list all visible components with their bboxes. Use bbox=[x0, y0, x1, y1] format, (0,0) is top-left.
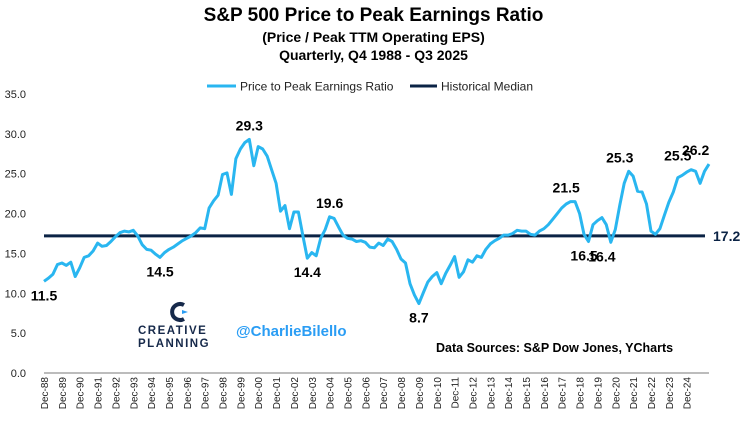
x-tick-label: Dec-19 bbox=[593, 377, 604, 410]
chart-title: S&P 500 Price to Peak Earnings Ratio bbox=[203, 5, 544, 26]
data-labels: 11.5 14.5 29.3 14.4 19.6 8.7 21.5 16.516.4 25.3 2… bbox=[31, 117, 741, 325]
x-tick-label: Dec-11 bbox=[451, 377, 462, 409]
x-tick-label: Dec-04 bbox=[326, 377, 337, 410]
y-tick-label: 20.0 bbox=[5, 209, 26, 221]
data-label: 25.3 bbox=[606, 149, 633, 165]
x-tick-label: Dec-07 bbox=[379, 377, 390, 410]
x-tick-label: Dec-10 bbox=[433, 377, 444, 410]
author-handle: @CharlieBilello bbox=[236, 323, 347, 340]
ratio-line bbox=[43, 137, 711, 306]
x-tick-label: Dec-91 bbox=[94, 377, 105, 410]
data-label: 26.2 bbox=[682, 142, 709, 158]
x-tick-label: Dec-14 bbox=[504, 377, 515, 410]
data-label: 17.2 bbox=[713, 228, 740, 244]
data-label: 14.4 bbox=[294, 264, 321, 280]
x-tick-label: Dec-98 bbox=[219, 377, 230, 410]
creative-planning-logo-icon bbox=[170, 302, 188, 322]
chart-subtitle-2: Quarterly, Q4 1988 - Q3 2025 bbox=[279, 47, 468, 63]
x-tick-label: Dec-06 bbox=[361, 377, 372, 410]
legend-label-ratio: Price to Peak Earnings Ratio bbox=[240, 80, 394, 94]
x-tick-label: Dec-01 bbox=[272, 377, 283, 410]
x-tick-label: Dec-99 bbox=[236, 377, 247, 410]
x-tick-label: Dec-05 bbox=[343, 377, 354, 410]
x-tick-label: Dec-24 bbox=[683, 377, 694, 410]
data-label: 19.6 bbox=[316, 195, 343, 211]
legend-label-median: Historical Median bbox=[441, 80, 533, 94]
brand-name-line-2: PLANNING bbox=[138, 338, 211, 350]
x-tick-label: Dec-08 bbox=[397, 377, 408, 410]
x-tick-label: Dec-95 bbox=[165, 377, 176, 410]
x-tick-label: Dec-92 bbox=[111, 377, 122, 410]
x-tick-label: Dec-94 bbox=[147, 377, 158, 410]
data-label: 11.5 bbox=[31, 287, 58, 303]
x-tick-label: Dec-09 bbox=[415, 377, 426, 410]
data-label: 14.5 bbox=[146, 263, 173, 279]
y-tick-label: 25.0 bbox=[5, 169, 26, 181]
data-label: 16.4 bbox=[588, 248, 615, 264]
x-tick-label: Dec-21 bbox=[629, 377, 640, 410]
data-label: 16.5 bbox=[570, 247, 597, 263]
chart-subtitle-1: (Price / Peak TTM Operating EPS) bbox=[262, 29, 485, 45]
series-layer bbox=[43, 137, 711, 306]
x-tick-label: Dec-18 bbox=[576, 377, 587, 410]
y-tick-label: 30.0 bbox=[5, 129, 26, 141]
x-tick-label: Dec-22 bbox=[647, 377, 658, 410]
y-tick-label: 0.0 bbox=[11, 368, 26, 380]
x-tick-label: Dec-16 bbox=[540, 377, 551, 410]
data-label: 8.7 bbox=[409, 310, 429, 326]
x-tick-label: Dec-23 bbox=[665, 377, 676, 410]
axes: 0.0 5.0 10.0 15.0 20.0 25.0 30.0 35.0 Dec-88 Dec-… bbox=[5, 89, 709, 409]
x-tick-label: Dec-90 bbox=[76, 377, 87, 410]
x-tick-label: Dec-02 bbox=[290, 377, 301, 410]
y-tick-label: 35.0 bbox=[5, 89, 26, 101]
y-tick-label: 10.0 bbox=[5, 288, 26, 300]
x-tick-label: Dec-00 bbox=[254, 377, 265, 410]
x-tick-label: Dec-20 bbox=[611, 377, 622, 410]
x-tick-label: Dec-93 bbox=[129, 377, 140, 410]
data-label: 21.5 bbox=[553, 180, 580, 196]
x-tick-label: Dec-13 bbox=[486, 377, 497, 410]
y-tick-label: 15.0 bbox=[5, 248, 26, 260]
y-tick-label: 5.0 bbox=[11, 328, 26, 340]
x-tick-label: Dec-03 bbox=[308, 377, 319, 410]
x-tick-label: Dec-89 bbox=[58, 377, 69, 410]
brand-name-line-1: CREATIVE bbox=[138, 325, 208, 337]
data-label: 29.3 bbox=[236, 117, 263, 133]
x-tick-label: Dec-88 bbox=[40, 377, 51, 410]
x-tick-label: Dec-12 bbox=[468, 377, 479, 410]
x-tick-label: Dec-96 bbox=[183, 377, 194, 410]
x-tick-label: Dec-17 bbox=[558, 377, 569, 410]
x-tick-label: Dec-97 bbox=[201, 377, 212, 410]
x-tick-label: Dec-15 bbox=[522, 377, 533, 410]
legend: Price to Peak Earnings Ratio Historical M… bbox=[207, 80, 533, 94]
data-label: 25.5 bbox=[664, 148, 691, 164]
title-block: S&P 500 Price to Peak Earnings Ratio (Pr… bbox=[0, 4, 747, 64]
data-sources: Data Sources: S&P Dow Jones, YCharts bbox=[436, 341, 674, 355]
